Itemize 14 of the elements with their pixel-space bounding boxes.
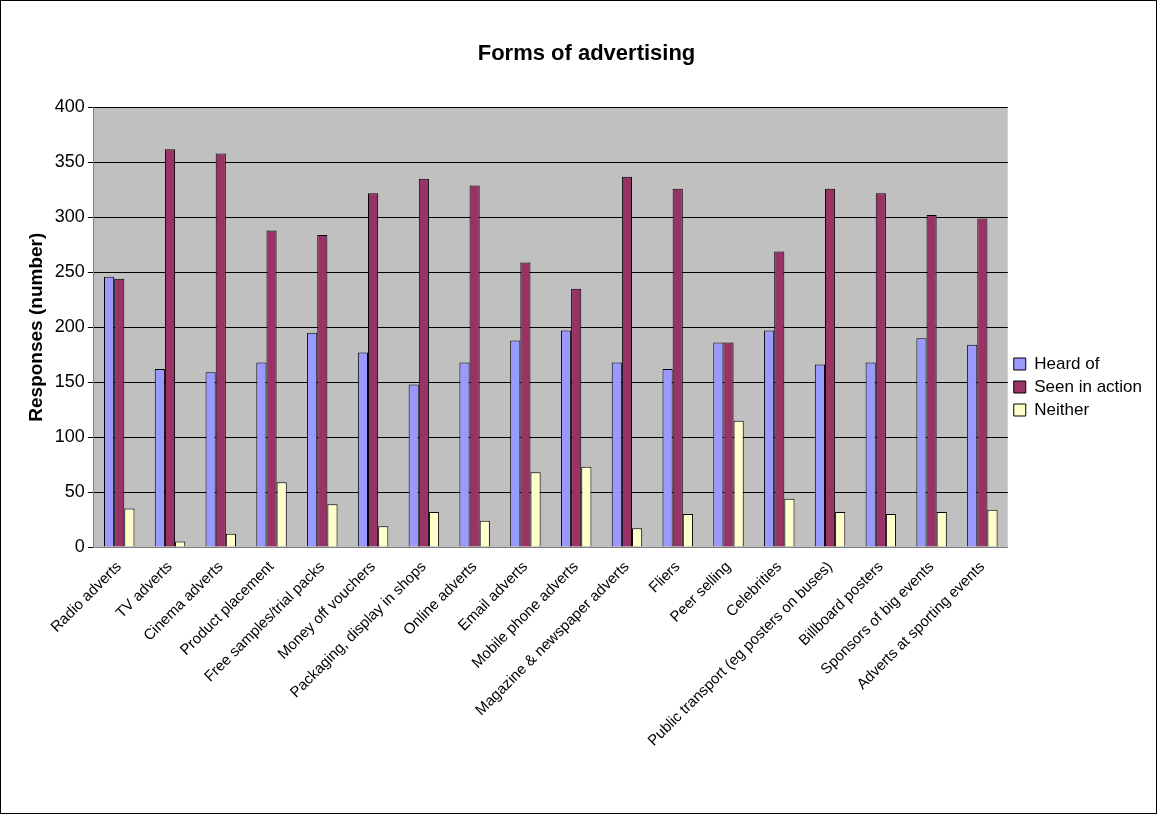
y-tick-label: 300 xyxy=(54,206,85,227)
legend-label: Seen in action xyxy=(1034,376,1143,396)
y-tick-label: 350 xyxy=(54,151,85,172)
y-tick-label: 400 xyxy=(54,96,85,117)
legend-label: Heard of xyxy=(1034,353,1100,373)
chart-title: Forms of advertising xyxy=(477,40,696,66)
y-tick-label: 50 xyxy=(64,481,85,502)
legend-label: Neither xyxy=(1034,399,1090,419)
y-tick-label: 0 xyxy=(74,536,85,557)
y-tick-label: 200 xyxy=(54,316,85,337)
y-tick-label: 100 xyxy=(54,426,85,447)
y-tick-label: 250 xyxy=(54,261,85,282)
y-axis-title: Responses (number) xyxy=(24,232,46,422)
y-tick-label: 150 xyxy=(54,371,85,392)
